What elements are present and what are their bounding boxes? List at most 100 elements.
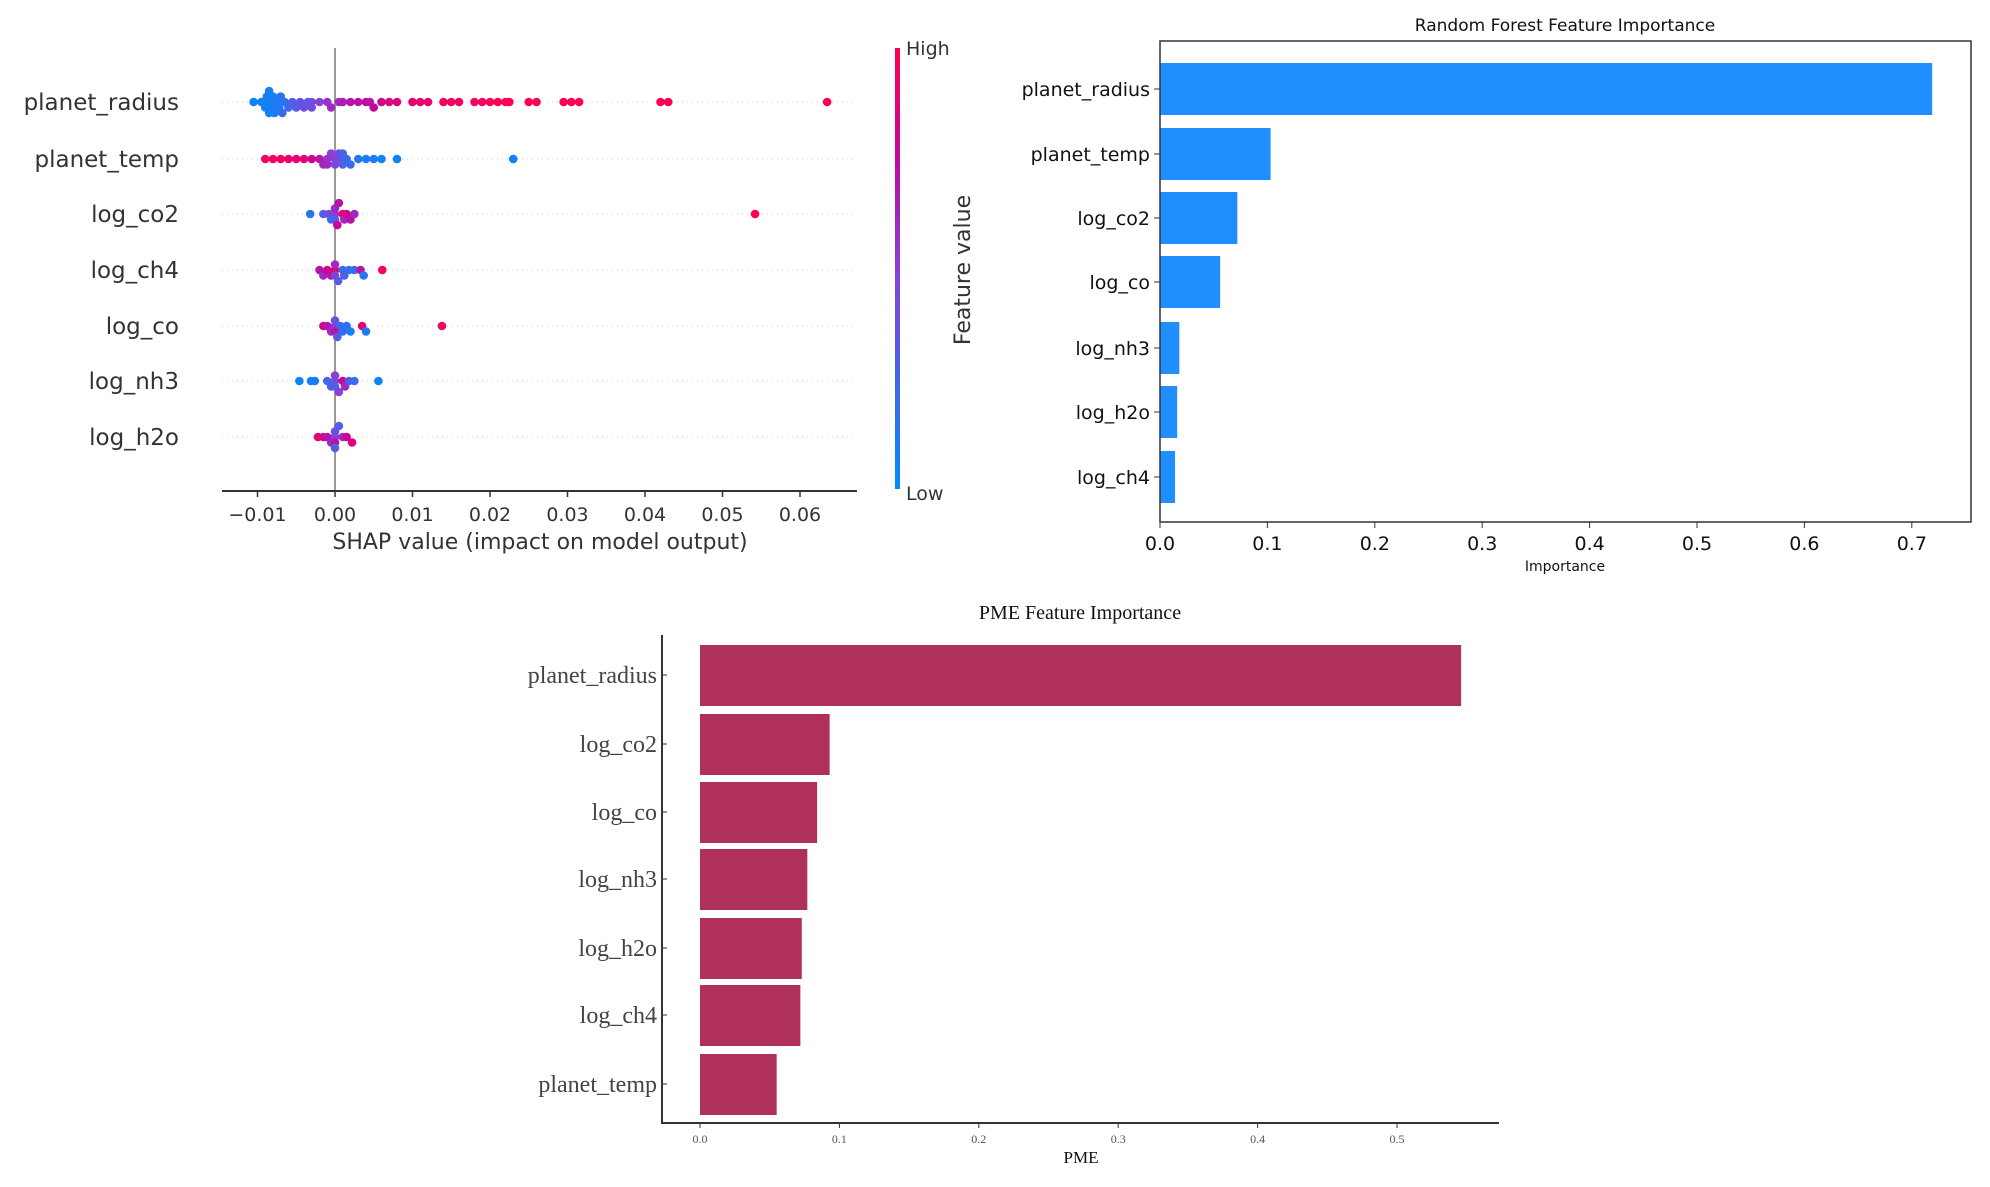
shap-point — [423, 97, 433, 107]
y-tick-label: planet_temp — [538, 1072, 657, 1098]
x-tick-label: 0.5 — [1390, 1132, 1405, 1146]
shap-point — [524, 97, 534, 107]
pme-bar — [700, 645, 1462, 706]
shap-point — [361, 327, 371, 336]
shap-point — [347, 438, 357, 447]
y-tick-label: planet_radius — [1022, 79, 1150, 101]
pme-bar — [700, 918, 802, 979]
shap-point — [322, 160, 332, 169]
pme-chart: PME Feature Importance planet_radius log_c… — [528, 602, 1499, 1167]
shap-point — [663, 97, 673, 107]
importance-bar — [1160, 451, 1176, 503]
shap-point — [291, 154, 301, 164]
x-tick-label: 0.2 — [1360, 533, 1390, 555]
shap-point — [346, 97, 355, 107]
shap-point — [330, 260, 340, 269]
shap-point — [477, 97, 487, 107]
shap-point — [333, 332, 342, 342]
shap-point — [299, 154, 309, 164]
x-tick-label: 0.3 — [1111, 1132, 1126, 1146]
shap-point — [330, 371, 340, 380]
shap-point — [369, 154, 379, 164]
y-tick-label: log_ch4 — [580, 1003, 657, 1029]
x-tick-label: 0.1 — [1252, 533, 1282, 555]
shap-point — [350, 265, 359, 275]
x-axis-title: PME — [1064, 1148, 1099, 1167]
shap-point — [437, 321, 447, 331]
x-tick-label: 0.01 — [391, 504, 433, 526]
x-tick-label: 0.4 — [1250, 1132, 1265, 1146]
y-tick-label: log_co — [592, 800, 657, 826]
shap-point — [392, 97, 402, 107]
shap-point — [493, 97, 503, 107]
feature-label: log_co — [106, 314, 179, 340]
shap-point — [559, 97, 568, 107]
shap-point — [574, 97, 584, 107]
shap-point — [326, 103, 336, 112]
importance-bar — [1160, 386, 1178, 438]
pme-bar — [700, 714, 830, 775]
colorbar — [895, 48, 900, 489]
shap-point — [377, 97, 386, 107]
x-tick-label: 0.6 — [1789, 533, 1819, 555]
shap-point — [330, 316, 340, 325]
shap-point — [384, 97, 394, 107]
shap-point — [307, 154, 317, 164]
feature-label: planet_temp — [34, 147, 179, 173]
shap-point — [310, 376, 320, 386]
importance-bar — [1160, 322, 1180, 374]
chart-title: Random Forest Feature Importance — [1415, 16, 1715, 36]
importance-bar — [1160, 63, 1933, 115]
shap-point — [377, 154, 386, 164]
shap-point — [361, 154, 371, 164]
chart-title: PME Feature Importance — [979, 602, 1181, 624]
y-tick-label: planet_radius — [528, 663, 657, 689]
shap-point — [276, 154, 286, 164]
colorbar-title: Feature value — [951, 195, 976, 345]
shap-point — [353, 154, 363, 164]
x-axis-title: Importance — [1525, 559, 1605, 575]
shap-point — [305, 209, 315, 219]
shap-point — [369, 103, 379, 112]
shap-point — [439, 97, 448, 107]
importance-bar — [1160, 128, 1271, 180]
shap-point — [284, 154, 293, 164]
y-tick-label: log_co2 — [1077, 208, 1150, 230]
pme-bar — [700, 1054, 777, 1115]
shap-point — [278, 108, 287, 118]
x-tick-label: 0.04 — [624, 504, 666, 526]
y-tick-label: log_nh3 — [578, 867, 657, 893]
x-tick-label: 0.00 — [314, 504, 356, 526]
shap-point — [508, 154, 518, 164]
x-tick-label: 0.4 — [1574, 533, 1604, 555]
shap-point — [446, 97, 456, 107]
shap-point — [346, 327, 355, 336]
x-tick-label: −0.01 — [228, 504, 286, 526]
shap-point — [656, 97, 665, 107]
shap-point — [268, 154, 278, 164]
shap-point — [350, 376, 359, 386]
shap-point — [750, 209, 760, 219]
shap-point — [505, 97, 514, 107]
feature-label: log_h2o — [89, 425, 179, 451]
shap-point — [822, 97, 832, 107]
shap-point — [334, 421, 344, 431]
y-tick-label: log_h2o — [1076, 402, 1150, 424]
shap-point — [307, 103, 317, 112]
pme-bar — [700, 849, 808, 910]
y-tick-label: log_co2 — [580, 732, 657, 758]
x-tick-label: 0.3 — [1467, 533, 1497, 555]
x-tick-label: 0.7 — [1897, 533, 1927, 555]
shap-point — [315, 97, 324, 107]
shap-point — [295, 376, 304, 386]
shap-point — [454, 97, 464, 107]
shap-point — [350, 209, 359, 219]
random-forest-chart: Random Forest Feature Importance planet_r… — [1022, 16, 1972, 575]
pme-bar — [700, 985, 801, 1046]
feature-label: planet_radius — [24, 90, 179, 116]
y-tick-label: log_ch4 — [1077, 467, 1150, 489]
shap-point — [485, 97, 495, 107]
shap-point — [377, 265, 387, 275]
shap-point — [334, 198, 344, 208]
shap-point — [346, 160, 355, 169]
